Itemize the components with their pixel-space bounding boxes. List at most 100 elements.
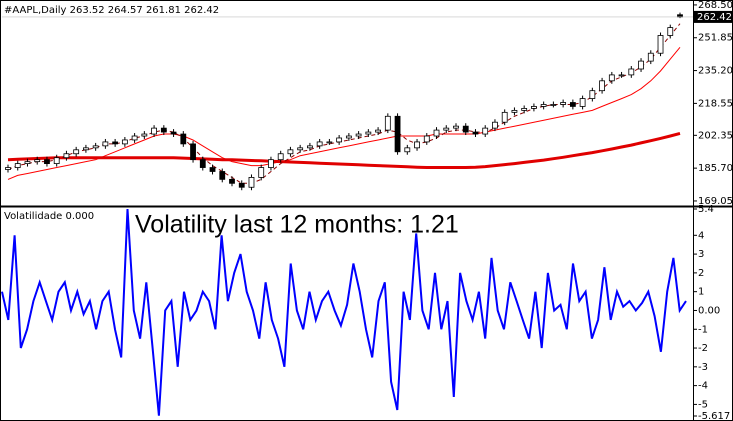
candle-body <box>102 141 109 147</box>
candle-body <box>667 27 674 36</box>
y-tick-label: 185.70 <box>698 163 733 174</box>
candle-body <box>511 109 518 113</box>
candle-body <box>433 129 440 137</box>
candle-body <box>112 141 119 145</box>
moving-average <box>7 23 681 184</box>
candle-body <box>131 135 138 141</box>
candle-body <box>83 147 89 151</box>
candle-body <box>336 137 343 143</box>
y-tick-label: -1 <box>698 324 708 335</box>
candle-body <box>501 111 508 123</box>
candle-body <box>355 133 362 137</box>
candle-body <box>170 131 177 135</box>
candle-body <box>423 135 430 143</box>
y-tick-label: 0.00 <box>698 305 720 316</box>
y-tick-label: -5 <box>698 399 708 410</box>
candle-body <box>268 159 274 168</box>
volatility-line <box>1 208 687 416</box>
candle-body <box>121 139 128 145</box>
last-price-label: 262.42 <box>697 12 732 23</box>
candle-body <box>608 74 615 82</box>
candle-body <box>5 167 11 170</box>
y-tick-label: 3 <box>698 249 704 260</box>
candle-body <box>569 102 576 107</box>
candle-body <box>238 182 245 188</box>
candle-body <box>492 121 498 129</box>
last-price-box <box>693 10 733 23</box>
candle-body <box>141 133 148 137</box>
indicator-title: Volatilidade 0.000 <box>4 211 94 222</box>
candle-body <box>589 90 596 99</box>
candle-body <box>462 125 469 133</box>
candle-body <box>657 35 664 54</box>
candle-body <box>73 149 80 155</box>
moving-average <box>7 46 681 180</box>
y-tick-label: 2 <box>698 268 704 279</box>
plot-area <box>2 12 693 191</box>
candle-body <box>647 52 654 62</box>
candle-body <box>151 127 157 135</box>
candle-body <box>63 153 70 159</box>
candle-body <box>316 141 323 147</box>
candle-body <box>404 147 411 153</box>
candle-body <box>384 115 391 131</box>
candle-body <box>453 125 459 129</box>
candle-body <box>579 98 586 107</box>
candle-body <box>229 178 235 184</box>
moving-average <box>7 131 681 169</box>
y-tick-label: -3 <box>698 362 708 373</box>
candle-body <box>531 106 537 109</box>
candle-body <box>443 127 450 131</box>
candle-body <box>219 171 226 180</box>
candle-body <box>560 102 567 105</box>
y-tick-label: 169.05 <box>698 196 733 207</box>
y-tick-label: 251.85 <box>698 33 733 44</box>
candle-body <box>44 159 50 165</box>
candle-body <box>160 127 167 133</box>
y-tick-label: 235.20 <box>698 66 733 77</box>
y-tick-label: 218.55 <box>698 98 733 109</box>
candle-body <box>550 104 557 106</box>
candle-body <box>248 177 255 188</box>
y-tick-label: 268.50 <box>698 0 733 11</box>
candle-body <box>414 141 420 149</box>
candle-body <box>375 129 381 133</box>
candle-body <box>307 145 313 149</box>
candle-body <box>521 108 528 111</box>
y-tick-label: -5.617 <box>698 411 730 421</box>
candle-body <box>628 68 635 76</box>
candle-body <box>34 159 41 163</box>
candle-body <box>277 153 284 161</box>
candle-body <box>258 167 265 178</box>
candle-body <box>53 157 60 165</box>
annotation: Volatility last 12 months: 1.21 <box>135 211 459 239</box>
candle-body <box>618 74 625 77</box>
candle-body <box>677 14 683 18</box>
y-tick-label: 202.35 <box>698 130 733 141</box>
y-tick-label: -2 <box>698 343 708 354</box>
y-tick-label: 1 <box>698 287 704 298</box>
y-tick-label: 4 <box>698 230 704 241</box>
y-tick-label: 5.4 <box>698 204 714 215</box>
candle-body <box>472 131 479 135</box>
candle-body <box>209 167 216 172</box>
price-title: #AAPL,Daily 263.52 264.57 261.81 262.42 <box>4 5 219 16</box>
candle-body <box>14 163 21 168</box>
candle-body <box>638 60 644 70</box>
candle-body <box>365 131 372 135</box>
candle-body <box>297 147 304 151</box>
candle-body <box>394 115 401 153</box>
candle-body <box>287 149 294 155</box>
candle-body <box>540 104 547 107</box>
candle-body <box>482 127 489 135</box>
candle-body <box>92 145 99 149</box>
candle-body <box>326 141 333 144</box>
candle-body <box>24 161 31 165</box>
candle-body <box>345 135 352 139</box>
candle-body <box>199 159 206 168</box>
candle-body <box>180 133 187 145</box>
y-tick-label: -4 <box>698 381 708 392</box>
candle-body <box>190 143 196 161</box>
